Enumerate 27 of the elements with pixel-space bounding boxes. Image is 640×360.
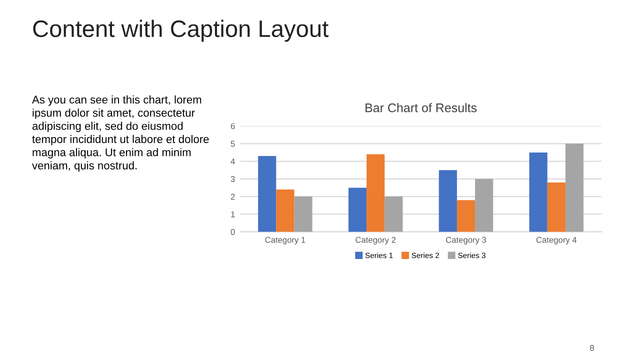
bar xyxy=(565,144,584,232)
bar xyxy=(294,196,312,232)
bar xyxy=(456,200,476,232)
y-tick-label: 6 xyxy=(230,123,235,130)
text: As you can see in this chart, lorem ipsum dolor sit amet, consectetur adipiscing elit, sed do eiusmod tempor incididunt ut labore et dolore magna aliqua. Ut enim ad minim veniam, quis nostrud. xyxy=(32,95,209,172)
text: 8 xyxy=(590,344,594,351)
y-tick-label: 2 xyxy=(230,194,235,200)
text: Content with Caption Layout xyxy=(33,20,328,42)
y-tick-label: 3 xyxy=(230,176,235,182)
bar xyxy=(384,196,403,232)
y-tick-label: 1 xyxy=(231,211,235,218)
bar xyxy=(258,156,276,232)
y-tick-label: 0 xyxy=(230,229,235,235)
x-tick-label: Category 2 xyxy=(356,236,396,244)
bar xyxy=(547,182,566,232)
y-tick-label: 5 xyxy=(230,140,235,147)
x-tick-label: Category 1 xyxy=(265,236,306,244)
x-tick-label: Category 3 xyxy=(446,236,486,244)
bar xyxy=(475,178,494,232)
y-tick-label: 4 xyxy=(230,158,235,164)
bar xyxy=(438,170,457,232)
bar xyxy=(529,152,548,232)
bar xyxy=(348,188,367,232)
bar xyxy=(276,190,294,232)
x-tick-label: Category 4 xyxy=(536,236,577,244)
bar xyxy=(366,154,385,232)
chart-title: Bar Chart of Results xyxy=(366,103,477,112)
